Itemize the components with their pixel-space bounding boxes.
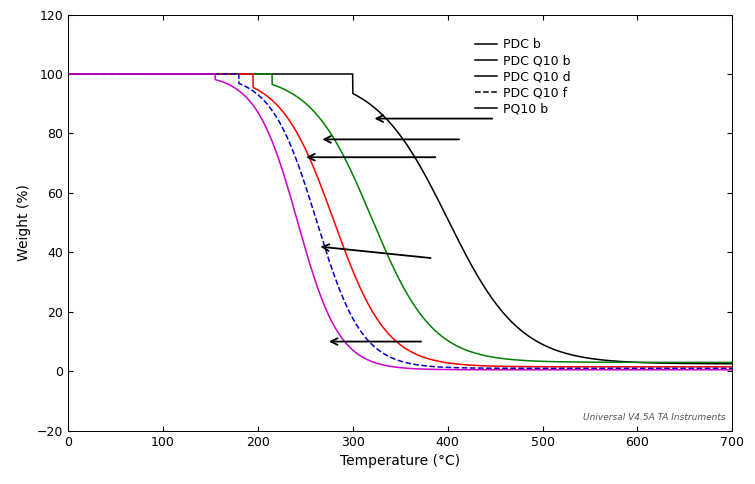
X-axis label: Temperature (°C): Temperature (°C) [340,454,461,468]
Y-axis label: Weight (%): Weight (%) [17,184,31,261]
Legend: PDC b, PDC Q10 b, PDC Q10 d, PDC Q10 f, PQ10 b: PDC b, PDC Q10 b, PDC Q10 d, PDC Q10 f, … [470,33,576,121]
Text: Universal V4.5A TA Instruments: Universal V4.5A TA Instruments [583,413,726,423]
